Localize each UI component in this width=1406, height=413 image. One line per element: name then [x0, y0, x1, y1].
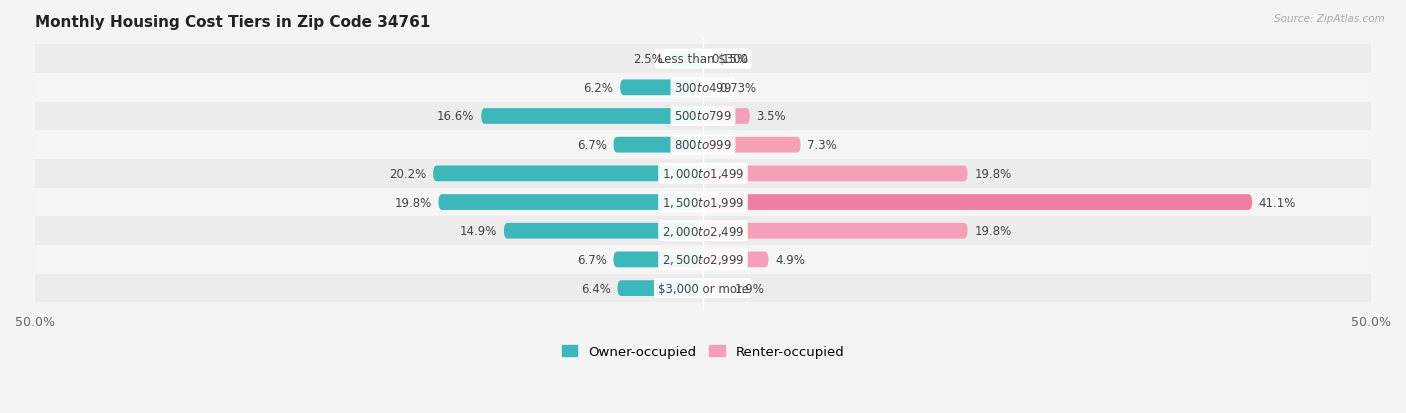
- FancyBboxPatch shape: [433, 166, 703, 182]
- FancyBboxPatch shape: [35, 217, 1371, 245]
- Text: 19.8%: 19.8%: [974, 225, 1011, 237]
- Text: 14.9%: 14.9%: [460, 225, 498, 237]
- Text: 6.4%: 6.4%: [581, 282, 610, 295]
- FancyBboxPatch shape: [613, 138, 703, 153]
- Text: $300 to $499: $300 to $499: [673, 82, 733, 95]
- Text: 16.6%: 16.6%: [437, 110, 475, 123]
- Text: Source: ZipAtlas.com: Source: ZipAtlas.com: [1274, 14, 1385, 24]
- FancyBboxPatch shape: [702, 52, 707, 67]
- FancyBboxPatch shape: [481, 109, 703, 125]
- Text: $1,500 to $1,999: $1,500 to $1,999: [662, 196, 744, 209]
- Text: $500 to $799: $500 to $799: [673, 110, 733, 123]
- Text: 0.15%: 0.15%: [711, 53, 749, 66]
- FancyBboxPatch shape: [35, 45, 1371, 74]
- FancyBboxPatch shape: [617, 280, 703, 296]
- Text: Monthly Housing Cost Tiers in Zip Code 34761: Monthly Housing Cost Tiers in Zip Code 3…: [35, 15, 430, 30]
- Text: 7.3%: 7.3%: [807, 139, 837, 152]
- Text: 20.2%: 20.2%: [389, 167, 426, 180]
- Text: 19.8%: 19.8%: [974, 167, 1011, 180]
- FancyBboxPatch shape: [703, 80, 713, 96]
- FancyBboxPatch shape: [35, 131, 1371, 160]
- FancyBboxPatch shape: [703, 195, 1253, 211]
- FancyBboxPatch shape: [703, 280, 728, 296]
- FancyBboxPatch shape: [35, 160, 1371, 188]
- FancyBboxPatch shape: [703, 166, 967, 182]
- FancyBboxPatch shape: [620, 80, 703, 96]
- FancyBboxPatch shape: [35, 74, 1371, 102]
- Text: 19.8%: 19.8%: [395, 196, 432, 209]
- FancyBboxPatch shape: [439, 195, 703, 211]
- Text: 0.73%: 0.73%: [720, 82, 756, 95]
- Text: 4.9%: 4.9%: [775, 253, 806, 266]
- FancyBboxPatch shape: [703, 109, 749, 125]
- FancyBboxPatch shape: [669, 52, 703, 67]
- FancyBboxPatch shape: [703, 138, 800, 153]
- Text: $3,000 or more: $3,000 or more: [658, 282, 748, 295]
- Text: 3.5%: 3.5%: [756, 110, 786, 123]
- Text: 2.5%: 2.5%: [633, 53, 662, 66]
- FancyBboxPatch shape: [35, 245, 1371, 274]
- Text: 41.1%: 41.1%: [1258, 196, 1296, 209]
- FancyBboxPatch shape: [35, 274, 1371, 303]
- FancyBboxPatch shape: [503, 223, 703, 239]
- Text: $800 to $999: $800 to $999: [673, 139, 733, 152]
- Text: $2,500 to $2,999: $2,500 to $2,999: [662, 253, 744, 267]
- Text: 6.7%: 6.7%: [576, 139, 607, 152]
- FancyBboxPatch shape: [35, 102, 1371, 131]
- Text: 6.2%: 6.2%: [583, 82, 613, 95]
- Text: $1,000 to $1,499: $1,000 to $1,499: [662, 167, 744, 181]
- Text: $2,000 to $2,499: $2,000 to $2,499: [662, 224, 744, 238]
- FancyBboxPatch shape: [703, 223, 967, 239]
- FancyBboxPatch shape: [703, 252, 769, 268]
- Text: Less than $300: Less than $300: [658, 53, 748, 66]
- Text: 1.9%: 1.9%: [735, 282, 765, 295]
- FancyBboxPatch shape: [613, 252, 703, 268]
- Text: 6.7%: 6.7%: [576, 253, 607, 266]
- FancyBboxPatch shape: [35, 188, 1371, 217]
- Legend: Owner-occupied, Renter-occupied: Owner-occupied, Renter-occupied: [557, 339, 849, 363]
